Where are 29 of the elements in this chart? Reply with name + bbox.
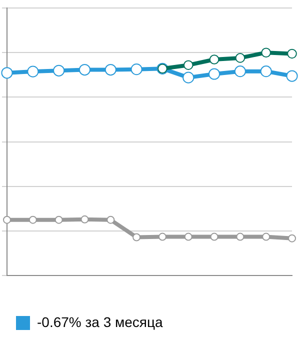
point bbox=[1, 67, 13, 79]
point bbox=[287, 48, 297, 59]
point bbox=[54, 216, 63, 224]
point bbox=[235, 53, 246, 63]
point bbox=[106, 216, 115, 224]
point bbox=[236, 232, 244, 241]
point bbox=[184, 232, 192, 241]
point bbox=[262, 232, 270, 241]
point bbox=[104, 64, 116, 76]
point bbox=[53, 64, 65, 76]
point bbox=[132, 233, 141, 242]
point bbox=[3, 216, 11, 224]
point bbox=[27, 66, 39, 78]
point bbox=[234, 66, 246, 78]
point bbox=[208, 68, 220, 80]
point bbox=[78, 64, 91, 76]
point bbox=[286, 70, 298, 82]
point bbox=[261, 48, 271, 58]
point bbox=[288, 234, 296, 242]
point bbox=[158, 232, 166, 241]
point bbox=[28, 216, 37, 224]
legend-label: -0.67% за 3 месяца bbox=[37, 314, 164, 330]
point bbox=[182, 72, 194, 84]
point bbox=[210, 232, 218, 241]
point bbox=[183, 60, 194, 70]
point bbox=[260, 66, 272, 78]
point bbox=[130, 64, 142, 76]
point bbox=[209, 54, 220, 64]
point bbox=[80, 215, 89, 224]
